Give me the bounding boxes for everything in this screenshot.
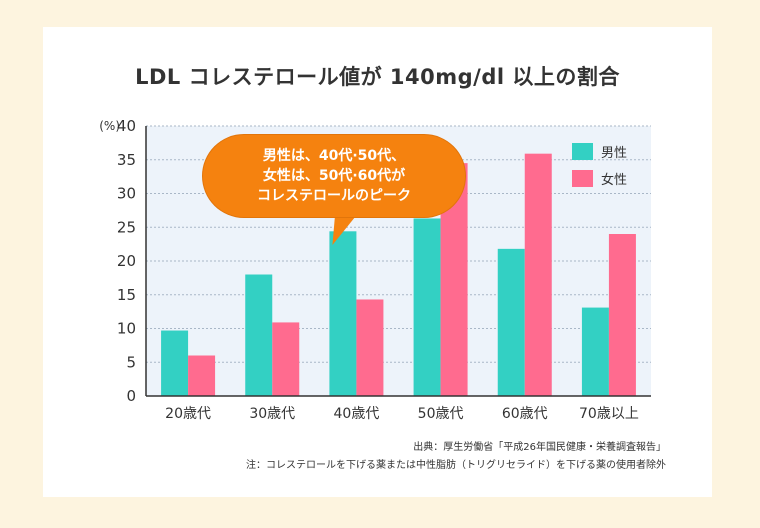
legend-swatch-female [572,170,593,187]
y-tick-label: 20 [117,252,136,270]
x-tick-label: 50歳代 [418,406,464,422]
bar-male [329,231,357,396]
y-tick-label: 35 [117,151,136,169]
y-tick-label: 10 [117,320,136,338]
x-tick-label: 70歳以上 [579,406,639,422]
bar-female [524,153,552,396]
bar-chart: 0 5 10 15 20 25 30 35 40 20歳代 30歳代 40歳代 50歳代 60歳代 70歳… [99,117,651,422]
bar-female [188,355,216,396]
bar-male [497,248,525,396]
callout-line-3: コレステロールのピーク [257,188,411,204]
y-tick-label: 15 [117,286,136,304]
bar-male [413,218,441,396]
x-tick-label: 30歳代 [249,406,295,422]
callout-bubble: 男性は、40代·50代、 女性は、50代·60代が コレステロールのピーク [203,135,465,217]
chart-title: LDL コレステロール値が 140mg/dl 以上の割合 [135,65,620,89]
bar-male [161,330,189,396]
legend-label-female: 女性 [601,172,627,188]
callout-line-2: 女性は、50代·60代が [262,168,406,184]
bar-female [272,322,300,396]
y-tick-label: 5 [126,353,136,371]
x-tick-labels: 20歳代 30歳代 40歳代 50歳代 60歳代 70歳以上 [165,406,639,422]
axes [145,126,651,397]
x-tick-label: 60歳代 [502,406,548,422]
legend-swatch-male [572,143,593,160]
bar-male [581,307,609,396]
legend-label-male: 男性 [601,146,627,161]
callout-line-1: 男性は、40代·50代、 [262,148,406,164]
bars [161,153,636,396]
bar-male [245,274,273,396]
x-tick-label: 20歳代 [165,406,211,422]
y-tick-label: 40 [117,117,136,135]
y-tick-label: 30 [117,185,136,203]
bar-female [356,299,384,396]
legend: 男性 女性 [572,143,627,188]
y-tick-label: 25 [117,218,136,236]
y-tick-label: 0 [126,387,136,405]
footnote: 注：コレステロールを下げる薬または中性脂肪（トリグリセライド）を下げる薬の使用者… [246,460,666,471]
chart-card: LDL コレステロール値が 140mg/dl 以上の割合 0 5 10 15 20 25 3… [43,27,712,497]
source-note: 出典：厚生労働省「平成26年国民健康・栄養調査報告」 [413,442,666,453]
x-tick-label: 40歳代 [334,406,380,422]
y-tick-labels: 0 5 10 15 20 25 30 35 40 [117,117,136,405]
y-unit-label: (%) [99,119,120,133]
bar-female [608,234,636,396]
